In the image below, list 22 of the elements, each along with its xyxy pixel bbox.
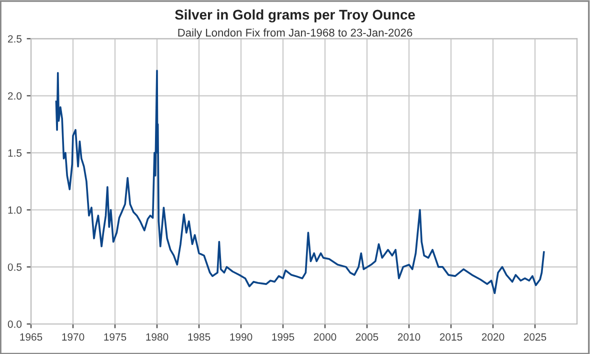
x-tick-label: 2000 <box>314 333 336 341</box>
x-tick-label: 1970 <box>62 333 84 341</box>
x-tick-label: 1985 <box>188 333 210 341</box>
x-tick-label: 2020 <box>482 333 504 341</box>
x-tick-label: 1980 <box>146 333 168 341</box>
x-tick-label: 2010 <box>398 333 420 341</box>
x-tick-label: 1995 <box>272 333 294 341</box>
x-tick-label: 2025 <box>524 333 546 341</box>
y-tick-label: 2.0 <box>8 92 22 100</box>
y-tick-label: 1.5 <box>8 149 22 157</box>
y-tick-label: 1.0 <box>8 206 22 214</box>
chart-subtitle: Daily London Fix from Jan-1968 to 23-Jan-2026 <box>178 28 412 39</box>
line-series <box>55 70 545 294</box>
x-tick-label: 1975 <box>104 333 126 341</box>
x-tick-label: 2015 <box>440 333 462 341</box>
x-tick-label: 1990 <box>230 333 252 341</box>
x-tick-label: 1965 <box>20 333 42 341</box>
x-tick-label: 2005 <box>356 333 378 341</box>
y-tick-label: 0.5 <box>8 263 22 271</box>
chart-title: Silver in Gold grams per Troy Ounce <box>175 9 415 22</box>
y-tick-label: 2.5 <box>8 35 22 43</box>
y-tick-label: 0.0 <box>8 320 22 328</box>
